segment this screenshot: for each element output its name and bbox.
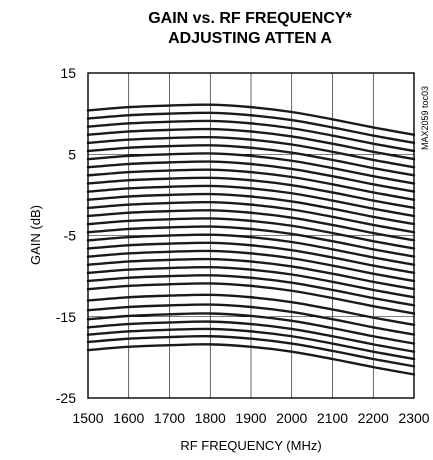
series-line-3: [86, 119, 416, 153]
series-line-14: [86, 209, 416, 242]
series-line-6: [86, 144, 416, 177]
chart-subtitle: ADJUSTING ATTEN A: [168, 30, 332, 47]
document-tag: MAX2059 toc03: [420, 86, 430, 150]
x-tick-label: 1600: [113, 410, 144, 426]
x-axis-label: RF FREQUENCY (MHz): [180, 438, 321, 453]
series-line-24: [86, 293, 416, 327]
series-line-2: [86, 111, 416, 145]
y-tick-labels: 15 5 -5 -15 -25: [56, 65, 76, 406]
series-line-8: [86, 160, 416, 193]
series-line-4: [86, 127, 416, 161]
series-line-29: [86, 334, 416, 368]
x-tick-label: 1900: [235, 410, 266, 426]
series-line-5: [86, 135, 416, 169]
series-line-7: [86, 152, 416, 185]
x-tick-label: 2000: [276, 410, 307, 426]
series-line-12: [86, 192, 416, 226]
series-line-18: [86, 241, 416, 275]
series-line-13: [86, 200, 416, 234]
series-line-21: [86, 265, 416, 299]
x-tick-labels: 1500 1600 1700 1800 1900 2000 2100 2200 2300: [72, 410, 429, 426]
series-line-15: [86, 217, 416, 250]
plot-frame: [87, 72, 415, 399]
y-tick-label: -5: [64, 228, 77, 244]
series-line-1: [86, 103, 416, 136]
series-line-22: [86, 274, 416, 307]
x-tick-label: 2100: [317, 410, 348, 426]
curve-group: [86, 103, 416, 376]
series-line-26: [86, 312, 416, 345]
y-tick-label: 15: [60, 65, 76, 81]
series-line-16: [86, 225, 416, 258]
chart-title: GAIN vs. RF FREQUENCY*: [148, 10, 352, 27]
series-line-23: [86, 282, 416, 315]
series-line-27: [86, 320, 416, 353]
series-line-25: [86, 303, 416, 336]
x-tick-label: 1500: [72, 410, 103, 426]
series-line-11: [86, 184, 416, 218]
series-line-30: [86, 343, 416, 376]
series-line-17: [86, 233, 416, 266]
y-axis-label: GAIN (dB): [28, 205, 43, 265]
series-line-10: [86, 176, 416, 210]
y-tick-label: -15: [56, 309, 76, 325]
x-tick-label: 2200: [358, 410, 389, 426]
y-tick-label: 5: [68, 146, 76, 162]
series-line-28: [86, 327, 416, 361]
x-tick-label: 2300: [398, 410, 429, 426]
y-tick-label: -25: [56, 390, 76, 406]
x-tick-label: 1800: [195, 410, 226, 426]
series-line-9: [86, 168, 416, 201]
series-line-20: [86, 257, 416, 291]
series-line-19: [86, 249, 416, 283]
x-tick-label: 1700: [154, 410, 185, 426]
